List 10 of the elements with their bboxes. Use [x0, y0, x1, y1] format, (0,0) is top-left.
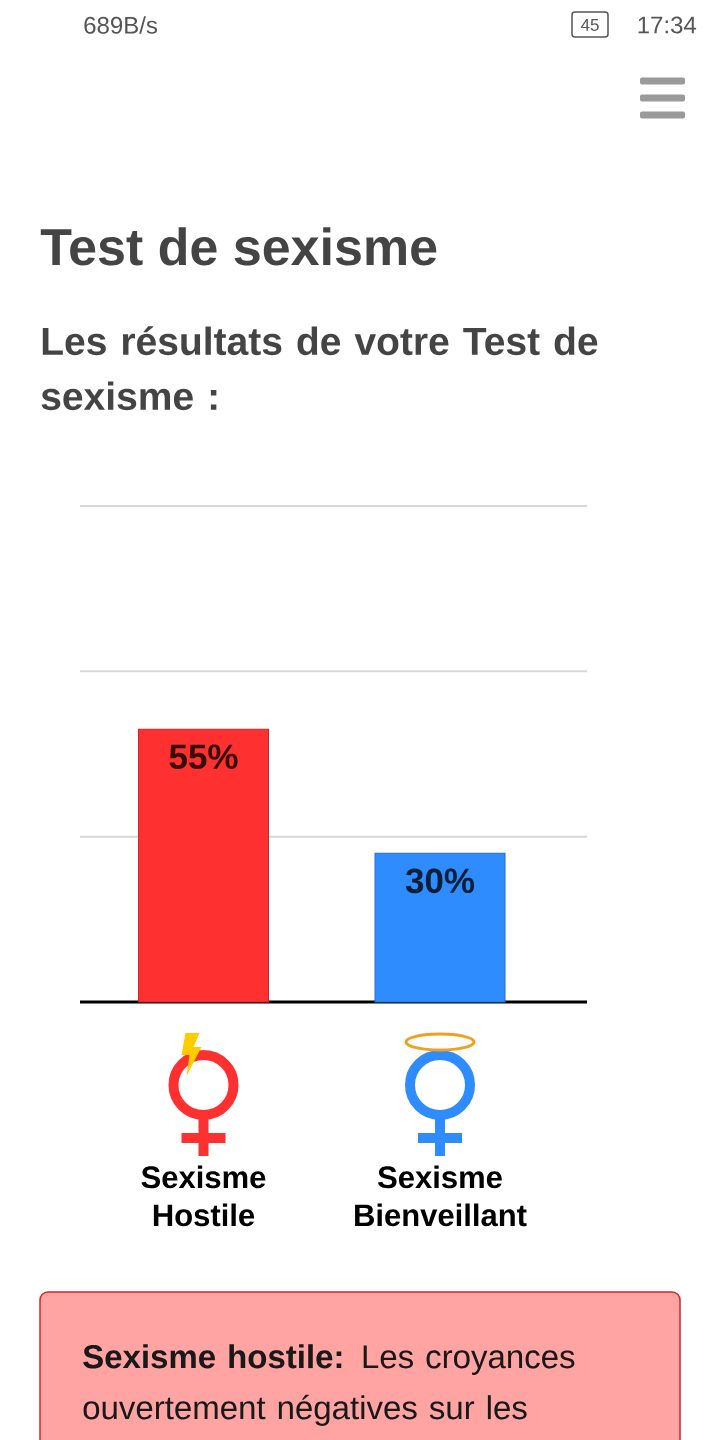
chart-subtitle: Les résultats de votre Test de sexisme :	[41, 326, 598, 411]
data-label: 30%	[405, 868, 475, 894]
x-tick-label: Sexisme Hostile	[141, 1165, 266, 1227]
text: 45	[580, 19, 599, 31]
chart-title: Test de sexisme	[40, 227, 437, 266]
x-tick-label: Sexisme Bienveillant	[355, 1165, 527, 1227]
text: 17:34	[638, 16, 697, 34]
text: 689B/s	[84, 16, 158, 34]
text: Sexisme hostile: Les croyances ouvertement négatives sur les	[83, 1344, 575, 1426]
data-label: 55%	[169, 744, 238, 770]
